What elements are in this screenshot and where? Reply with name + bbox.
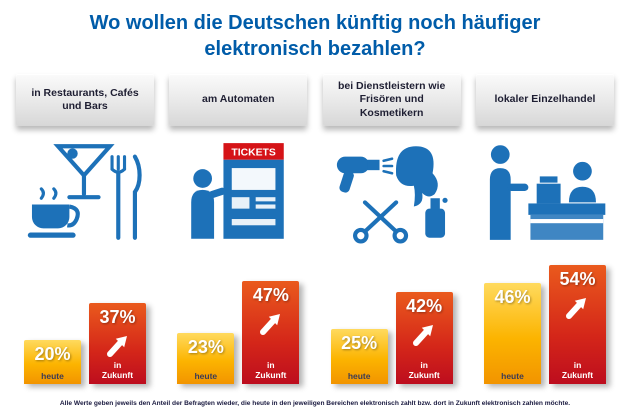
title-line-2: elektronisch bezahlen? bbox=[204, 38, 426, 60]
column-services: bei Dienstleistern wie Frisören und Kosm… bbox=[319, 74, 465, 384]
value-today-services: 25% bbox=[341, 333, 378, 353]
value-future-vending: 47% bbox=[252, 285, 289, 305]
up-arrow-icon bbox=[413, 325, 434, 346]
value-future-retail: 54% bbox=[559, 269, 596, 289]
legend-today-label: heute bbox=[501, 371, 524, 381]
title-line-1: Wo wollen die Deutschen künftig noch häu… bbox=[89, 12, 541, 34]
bar-today-vending: 23% heute bbox=[177, 333, 235, 384]
bar-today-services: 25% heute bbox=[330, 329, 388, 384]
bar-future-vending: 47% in Zukunft bbox=[242, 281, 300, 384]
bar-future-retail: 54% in Zukunft bbox=[548, 265, 606, 384]
up-arrow-icon bbox=[259, 314, 280, 335]
bar-group-services: 42% in Zukunft 25% heute bbox=[328, 250, 456, 384]
category-label-services: bei Dienstleistern wie Frisören und Kosm… bbox=[322, 74, 461, 126]
restaurant-icon bbox=[19, 136, 151, 248]
column-vending: am Automaten TICKETS 4 bbox=[165, 74, 311, 384]
category-label-restaurants: in Restaurants, Cafés und Bars bbox=[16, 74, 154, 126]
footnote-text: Alle Werte geben jeweils den Anteil der … bbox=[59, 400, 571, 407]
legend-future-label: in Zukunft bbox=[101, 360, 134, 381]
value-future-restaurants: 37% bbox=[99, 307, 136, 327]
legend-future-label: in Zukunft bbox=[561, 360, 594, 381]
legend-future-label: in Zukunft bbox=[255, 360, 287, 381]
bar-future-services: 42% in Zukunft bbox=[395, 292, 453, 384]
bar-future-restaurants: 37% in Zukunft bbox=[89, 303, 146, 384]
retail-checkout-icon bbox=[479, 136, 611, 248]
ticket-machine-icon: TICKETS bbox=[172, 136, 304, 248]
value-today-restaurants: 20% bbox=[34, 344, 71, 364]
category-label-retail: lokaler Einzelhandel bbox=[475, 74, 614, 126]
legend-future-label: in Zukunft bbox=[408, 360, 440, 381]
up-arrow-icon bbox=[106, 336, 127, 357]
legend-today-label: heute bbox=[41, 371, 64, 381]
chart-columns: in Restaurants, Cafés und Bars bbox=[0, 74, 630, 384]
bar-group-retail: 54% in Zukunft 46% heute bbox=[481, 250, 609, 384]
legend-today-label: heute bbox=[194, 371, 218, 381]
legend-today-label: heute bbox=[347, 371, 371, 381]
value-today-vending: 23% bbox=[187, 337, 224, 357]
hairdresser-icon bbox=[326, 136, 458, 248]
category-label-vending: am Automaten bbox=[169, 74, 308, 126]
column-restaurants: in Restaurants, Cafés und Bars bbox=[12, 74, 158, 384]
up-arrow-icon bbox=[566, 298, 587, 319]
bar-today-retail: 46% heute bbox=[483, 283, 541, 384]
column-retail: lokaler Einzelhandel 54% bbox=[472, 74, 618, 384]
bar-group-vending: 47% in Zukunft 23% heute bbox=[174, 250, 302, 384]
bar-today-restaurants: 20% heute bbox=[24, 340, 81, 384]
value-future-services: 42% bbox=[406, 296, 443, 316]
value-today-retail: 46% bbox=[494, 287, 531, 307]
bar-group-restaurants: 37% in Zukunft 20% heute bbox=[21, 250, 149, 384]
page-title: Wo wollen die Deutschen künftig noch häu… bbox=[0, 0, 630, 62]
ticket-machine-sign-label: TICKETS bbox=[232, 148, 277, 159]
